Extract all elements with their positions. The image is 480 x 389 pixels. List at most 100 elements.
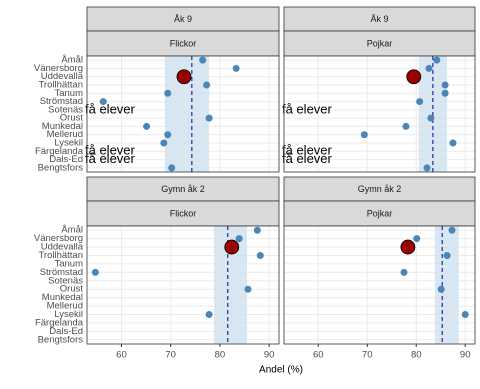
strip xyxy=(86,6,280,32)
y-tick-label: Sotenäs xyxy=(48,104,83,115)
dot xyxy=(205,114,213,122)
x-tick-label: 60 xyxy=(116,350,127,361)
value-label: få elever xyxy=(85,151,136,166)
y-tick-label: Sotenäs xyxy=(48,275,83,286)
x-tick-label: 90 xyxy=(264,350,275,361)
value-label: få elever xyxy=(282,151,333,166)
dot xyxy=(99,98,107,106)
y-tick-label: Färgelanda xyxy=(35,317,84,328)
highlight-dot xyxy=(224,239,240,255)
y-tick-label: Mellerud xyxy=(47,301,83,312)
y-tick-label: Lysekil xyxy=(54,309,83,320)
x-tick-label: 80 xyxy=(215,350,226,361)
y-tick-label: Munkedal xyxy=(42,292,83,303)
dot xyxy=(437,285,445,293)
dot xyxy=(164,131,172,139)
x-tick-label: 70 xyxy=(165,350,176,361)
dot xyxy=(205,311,213,318)
highlight-dot xyxy=(176,69,192,85)
strip-label: Gymn åk 2 xyxy=(358,184,402,194)
dot xyxy=(425,64,433,72)
dot xyxy=(461,311,469,318)
strip-label: Pojkar xyxy=(367,208,393,218)
dot xyxy=(427,114,435,122)
dot xyxy=(168,164,176,172)
dot xyxy=(416,98,424,106)
y-tick-label: Orust xyxy=(60,284,84,295)
strip xyxy=(86,30,280,57)
highlight-dot xyxy=(406,69,422,85)
dot xyxy=(164,89,172,97)
y-tick-label: Munkedal xyxy=(42,121,83,132)
dot xyxy=(441,89,449,97)
y-tick-label: Färgelanda xyxy=(35,146,84,157)
y-tick-label: Uddevalla xyxy=(41,242,84,253)
dot xyxy=(448,226,456,234)
y-tick-label: Trollhättan xyxy=(38,80,83,91)
strip xyxy=(86,200,280,227)
y-tick-label: Trollhättan xyxy=(38,250,83,261)
dot xyxy=(449,139,457,147)
value-label: få elever xyxy=(282,143,333,158)
dot xyxy=(235,235,243,243)
strip-label: Flickor xyxy=(170,208,197,218)
strip-label: Flickor xyxy=(170,38,197,48)
panel-border xyxy=(283,55,476,173)
dot xyxy=(423,164,431,172)
dot xyxy=(232,64,240,72)
dot xyxy=(441,81,449,89)
dot xyxy=(443,252,451,259)
panel-border xyxy=(86,225,280,345)
x-tick-label: 70 xyxy=(362,350,373,361)
dot xyxy=(91,268,99,276)
dot xyxy=(253,226,261,234)
x-tick-label: 60 xyxy=(313,350,324,361)
highlight-dot xyxy=(400,239,416,255)
panel-bg xyxy=(87,226,279,344)
y-tick-label: Vänersborg xyxy=(34,63,83,74)
dot xyxy=(402,122,410,130)
y-tick-label: Dals-Ed xyxy=(49,326,83,337)
strip-label: Gymn åk 2 xyxy=(161,184,205,194)
x-tick-label: 90 xyxy=(460,350,471,361)
panel-border xyxy=(283,225,476,345)
dot xyxy=(400,268,408,276)
dot xyxy=(160,139,168,147)
strip xyxy=(283,6,476,32)
panel-border xyxy=(86,55,280,173)
dot xyxy=(433,56,441,64)
y-tick-label: Dals-Ed xyxy=(49,154,83,165)
value-label: få elever xyxy=(85,101,136,116)
y-tick-label: Tanum xyxy=(54,258,83,269)
dot xyxy=(256,252,264,259)
strip-label: Åk 9 xyxy=(370,14,388,24)
dot xyxy=(199,56,207,64)
y-tick-label: Strömstad xyxy=(40,96,83,107)
y-tick-label: Orust xyxy=(60,113,84,124)
strip-label: Åk 9 xyxy=(174,14,192,24)
strip xyxy=(283,176,476,202)
x-tick-label: 80 xyxy=(411,350,422,361)
y-tick-label: Uddevalla xyxy=(41,71,84,82)
strip-label: Pojkar xyxy=(367,38,393,48)
y-tick-label: Bengtsfors xyxy=(38,162,84,173)
y-tick-label: Strömstad xyxy=(40,267,83,278)
y-tick-label: Lysekil xyxy=(54,138,83,149)
y-tick-label: Bengtsfors xyxy=(38,334,84,345)
dot xyxy=(203,81,211,89)
strip xyxy=(86,176,280,202)
y-tick-label: Mellerud xyxy=(47,129,83,140)
dot xyxy=(413,235,421,243)
y-tick-label: Vänersborg xyxy=(34,233,83,244)
y-tick-label: Åmål xyxy=(61,55,83,66)
strip xyxy=(283,200,476,227)
dot xyxy=(143,122,151,130)
dot xyxy=(360,131,368,139)
y-tick-label: Åmål xyxy=(61,225,83,236)
dot xyxy=(244,285,252,293)
value-label: få elever xyxy=(85,143,136,158)
x-axis-title: Andel (%) xyxy=(259,365,303,376)
value-label: få elever xyxy=(282,101,333,116)
band xyxy=(434,226,459,344)
